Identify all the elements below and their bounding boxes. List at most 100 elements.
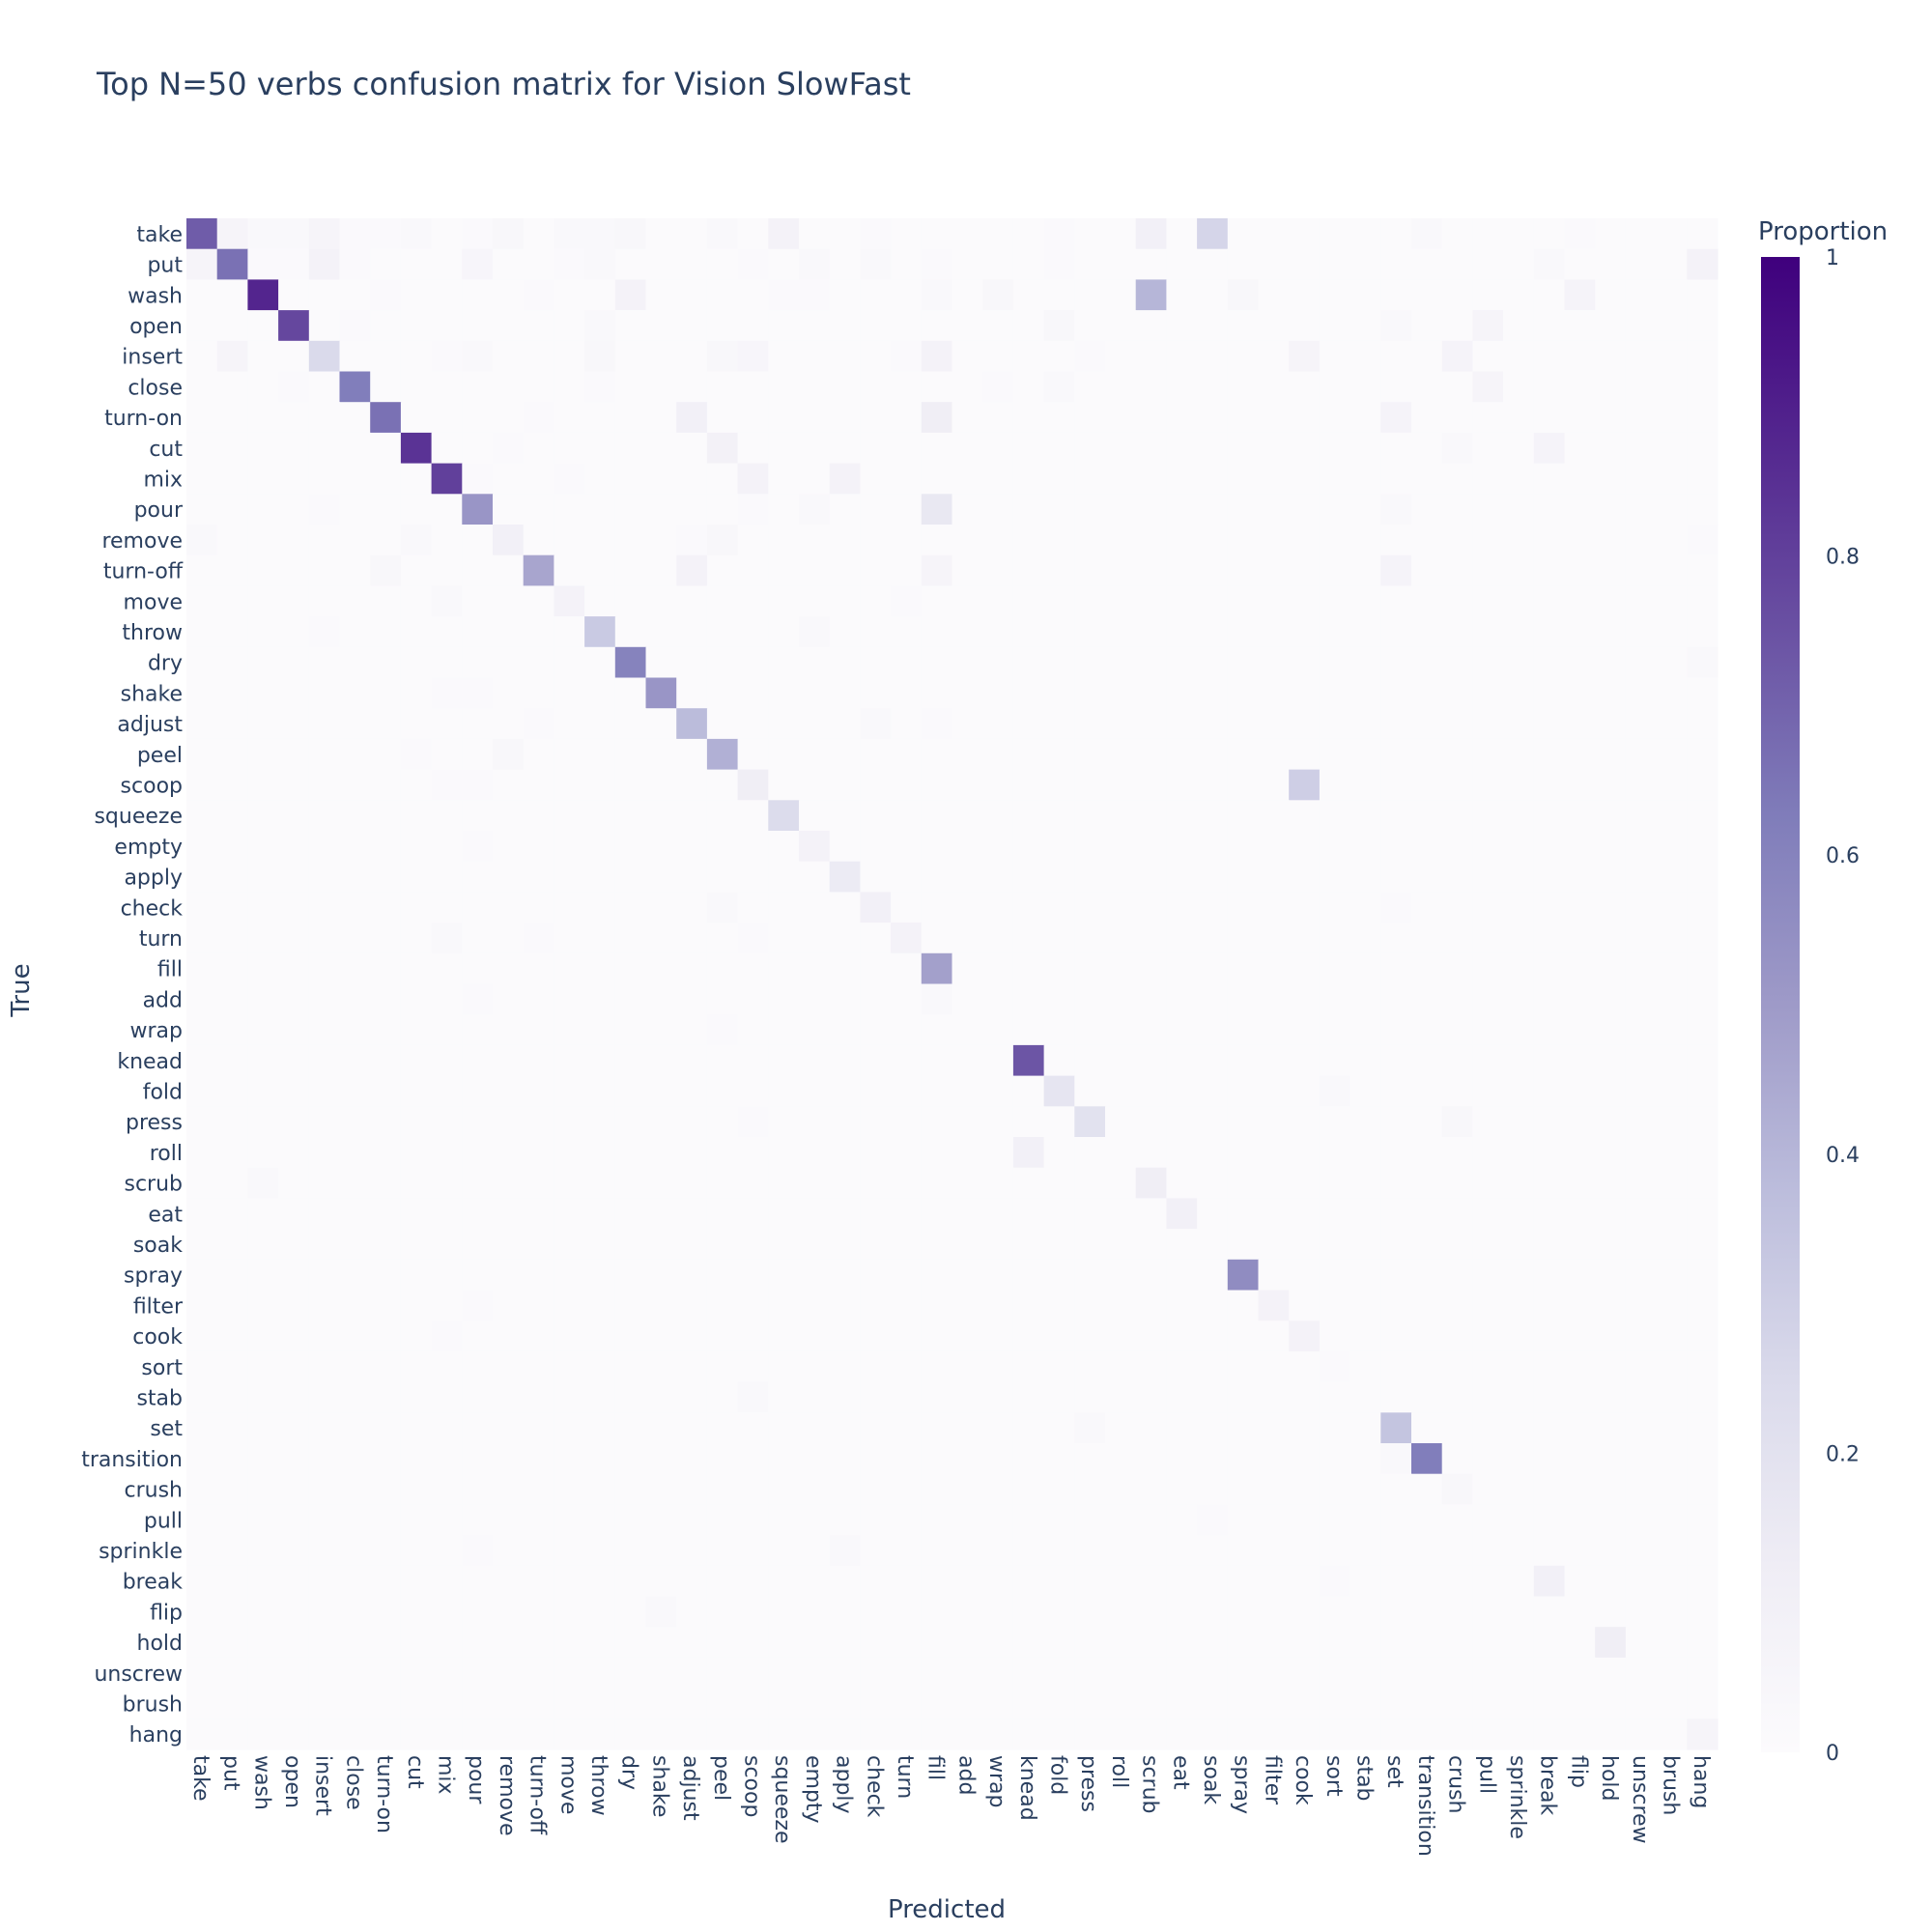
cell-brush-sprinkle [1503,1688,1535,1719]
cell-add-break [1533,983,1566,1015]
cell-shake-mix [431,677,463,709]
cell-hold-cook [1289,1627,1321,1659]
cell-fill-pour [462,952,494,985]
cell-apply-dry [614,861,647,893]
cell-adjust-check [860,708,892,740]
cell-sprinkle-insert [308,1535,341,1567]
cell-throw-hold [1595,616,1627,648]
cell-pull-set [1380,1504,1412,1536]
cell-empty-remove [493,831,525,863]
cell-close-insert [308,371,341,403]
cell-eat-sprinkle [1503,1198,1535,1230]
y-tick-label-empty: empty [114,836,183,860]
x-tick-label-filter: filter [1260,1755,1284,1805]
cell-crush-break [1533,1473,1566,1505]
cell-fill-check [860,952,892,985]
cell-wrap-press [1074,1014,1106,1046]
cell-move-soak [1197,585,1229,617]
cell-dry-fill [921,646,953,679]
cell-dry-sort [1319,646,1351,679]
cell-fold-cut [400,1075,433,1107]
cell-brush-filter [1258,1688,1290,1719]
cell-pull-wrap [982,1504,1014,1536]
cell-spray-add [952,1259,983,1292]
cell-fold-put [216,1075,248,1107]
cell-eat-knead [1012,1198,1045,1230]
cell-fold-add [952,1075,983,1107]
cell-transition-throw [584,1443,616,1475]
cell-scoop-close [339,769,371,801]
cell-sprinkle-turn [891,1535,923,1567]
y-tick-label-add: add [143,988,183,1012]
cell-flip-hold [1595,1596,1627,1628]
cell-turn-on-cut [400,402,433,434]
cell-move-throw [584,585,616,617]
cell-eat-fold [1043,1198,1075,1230]
cell-soak-throw [584,1229,616,1261]
cell-sort-soak [1197,1350,1229,1383]
cell-filter-cut [400,1290,433,1321]
cell-brush-unscrew [1625,1688,1658,1719]
cell-add-insert [308,983,341,1015]
cell-pour-apply [829,494,861,526]
cell-eat-empty [799,1198,831,1230]
cell-peel-pull [1472,738,1504,771]
cell-wrap-stab [1350,1014,1381,1046]
cell-unscrew-pour [462,1657,494,1690]
cell-brush-brush [1656,1688,1688,1719]
cell-press-dry [614,1106,647,1138]
cell-pull-squeeze [768,1504,800,1536]
cell-wash-dry [614,279,647,311]
cell-check-spray [1227,892,1260,923]
cell-open-stab [1350,310,1381,342]
cell-mix-break [1533,463,1566,495]
cell-squeeze-put [216,800,248,832]
cell-cook-peel [706,1321,739,1352]
cell-remove-fold [1043,525,1075,556]
cell-brush-sort [1319,1688,1351,1719]
cell-apply-stab [1350,861,1381,893]
cell-scoop-pour [462,769,494,801]
cell-wash-fill [921,279,953,311]
cell-wash-wash [247,279,279,311]
cell-scrub-turn-off [523,1167,554,1199]
cell-dry-close [339,646,371,679]
cell-fold-fold [1043,1075,1075,1107]
cell-wash-transition [1411,279,1443,311]
cell-put-knead [1012,248,1045,280]
cell-turn-off-break [1533,554,1566,586]
cell-turn-on-crush [1441,402,1473,434]
cell-wrap-filter [1258,1014,1290,1046]
cell-eat-move [554,1198,585,1230]
cell-insert-eat [1166,340,1198,373]
cell-crush-move [554,1473,585,1505]
cell-apply-pull [1472,861,1504,893]
cell-wrap-squeeze [768,1014,800,1046]
cell-pull-crush [1441,1504,1473,1536]
cell-scrub-cut [400,1167,433,1199]
cell-stab-sort [1319,1381,1351,1413]
cell-turn-off-adjust [676,554,708,586]
cell-peel-adjust [676,738,708,771]
cell-mix-close [339,463,371,495]
cell-pull-unscrew [1625,1504,1658,1536]
cell-remove-check [860,525,892,556]
cell-hang-fold [1043,1719,1075,1750]
cell-unscrew-brush [1656,1657,1688,1690]
x-tick-label-dry: dry [617,1755,641,1790]
cell-check-pull [1472,892,1504,923]
cell-throw-press [1074,616,1106,648]
cell-cook-crush [1441,1321,1473,1352]
cell-scoop-crush [1441,769,1473,801]
cell-add-cut [400,983,433,1015]
cell-cook-press [1074,1321,1106,1352]
cell-filter-hang [1687,1290,1719,1321]
cell-close-empty [799,371,831,403]
cell-pull-flip [1564,1504,1596,1536]
cell-apply-hang [1687,861,1719,893]
cell-turn-off-brush [1656,554,1688,586]
cell-throw-sort [1319,616,1351,648]
cell-adjust-pull [1472,708,1504,740]
cell-turn-off-turn-on [370,554,402,586]
cell-brush-fold [1043,1688,1075,1719]
